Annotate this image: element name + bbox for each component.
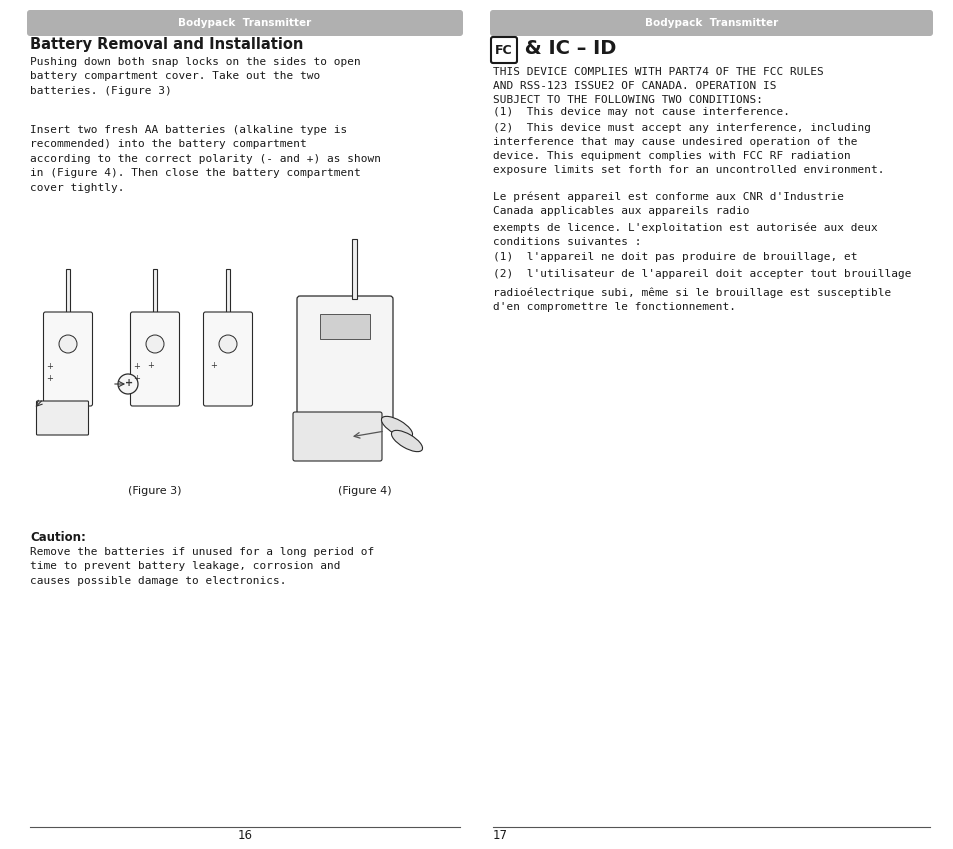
Text: Pushing down both snap locks on the sides to open
battery compartment cover. Tak: Pushing down both snap locks on the side… (30, 57, 360, 96)
Text: +: + (46, 374, 52, 383)
FancyBboxPatch shape (490, 10, 932, 36)
Text: FC: FC (495, 43, 513, 57)
FancyBboxPatch shape (131, 312, 179, 406)
Circle shape (146, 335, 164, 353)
Text: Remove the batteries if unused for a long period of
time to prevent battery leak: Remove the batteries if unused for a lon… (30, 547, 374, 586)
Bar (319, 314, 370, 339)
Ellipse shape (381, 416, 412, 437)
FancyBboxPatch shape (491, 37, 517, 63)
FancyBboxPatch shape (36, 401, 89, 435)
Text: +: + (210, 361, 216, 370)
Text: (2)  This device must accept any interference, including
interference that may c: (2) This device must accept any interfer… (493, 123, 883, 175)
Text: exempts de licence. L'exploitation est autorisée aux deux
conditions suivantes :: exempts de licence. L'exploitation est a… (493, 222, 877, 246)
Circle shape (118, 374, 138, 394)
FancyBboxPatch shape (293, 412, 381, 461)
Circle shape (219, 335, 236, 353)
Text: THIS DEVICE COMPLIES WITH PART74 OF THE FCC RULES
AND RSS-123 ISSUE2 OF CANADA. : THIS DEVICE COMPLIES WITH PART74 OF THE … (493, 67, 822, 105)
Text: (1)  l'appareil ne doit pas produire de brouillage, et: (1) l'appareil ne doit pas produire de b… (493, 252, 857, 262)
Text: +: + (147, 361, 153, 370)
Text: radioélectrique subi, même si le brouillage est susceptible
d'en compromettre le: radioélectrique subi, même si le brouill… (493, 287, 890, 312)
Text: Insert two fresh AA batteries (alkaline type is
recommended) into the battery co: Insert two fresh AA batteries (alkaline … (30, 125, 380, 193)
Text: 16: 16 (237, 829, 253, 842)
Text: (1)  This device may not cause interference.: (1) This device may not cause interferen… (493, 107, 789, 117)
FancyBboxPatch shape (296, 296, 393, 422)
Text: +: + (125, 378, 133, 388)
Bar (226, 269, 230, 339)
Text: & IC – ID: & IC – ID (517, 39, 616, 58)
FancyBboxPatch shape (44, 312, 92, 406)
Text: Battery Removal and Installation: Battery Removal and Installation (30, 37, 303, 52)
Text: Le présent appareil est conforme aux CNR d'Industrie
Canada applicables aux appa: Le présent appareil est conforme aux CNR… (493, 191, 843, 216)
FancyBboxPatch shape (203, 312, 253, 406)
Text: (2)  l'utilisateur de l'appareil doit accepter tout brouillage: (2) l'utilisateur de l'appareil doit acc… (493, 269, 910, 279)
Bar (66, 269, 70, 339)
Text: +: + (132, 362, 140, 371)
Text: Caution:: Caution: (30, 531, 86, 544)
Text: 17: 17 (493, 829, 507, 842)
Text: +: + (46, 362, 52, 371)
Text: (Figure 4): (Figure 4) (337, 486, 392, 496)
Text: (Figure 3): (Figure 3) (128, 486, 182, 496)
Text: Bodypack  Transmitter: Bodypack Transmitter (178, 18, 312, 28)
Circle shape (59, 335, 77, 353)
Bar (152, 269, 157, 339)
Text: +: + (132, 374, 140, 383)
FancyBboxPatch shape (27, 10, 462, 36)
Text: Bodypack  Transmitter: Bodypack Transmitter (644, 18, 778, 28)
Bar (352, 239, 356, 299)
Ellipse shape (391, 430, 422, 452)
